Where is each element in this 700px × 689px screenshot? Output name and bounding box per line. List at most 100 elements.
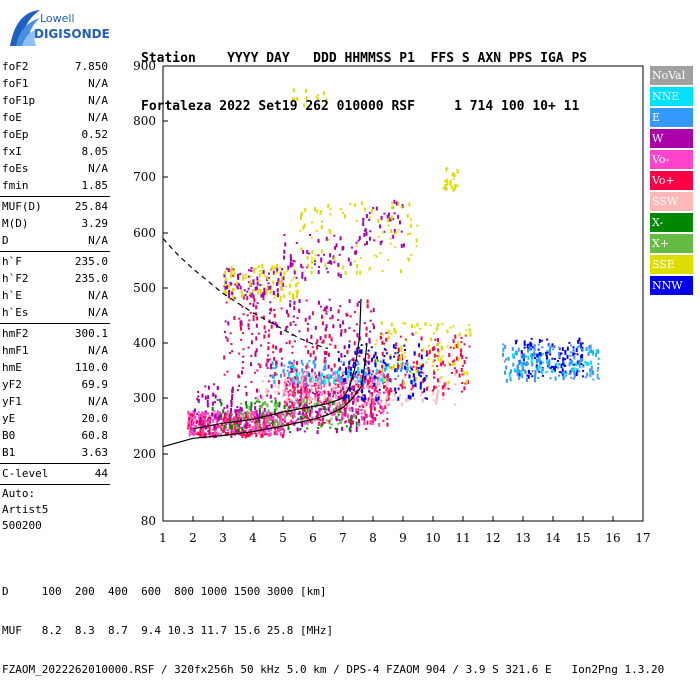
echo-point <box>308 315 311 320</box>
echo-point <box>353 260 356 263</box>
echo-point <box>271 374 274 379</box>
echo-point <box>545 355 548 360</box>
echo-point <box>399 384 402 387</box>
echo-point <box>250 340 253 345</box>
param-name: hmF1 <box>2 344 29 357</box>
echo-point <box>320 377 323 382</box>
param-name: fmin <box>2 179 29 192</box>
echo-point <box>262 269 265 274</box>
echo-point <box>314 356 317 361</box>
echo-point <box>223 290 226 293</box>
echo-point <box>285 422 288 425</box>
x-tick-label: 7 <box>339 531 347 545</box>
echo-point <box>286 411 289 414</box>
echo-point <box>591 369 594 374</box>
echo-point <box>382 408 385 413</box>
echo-point <box>235 424 238 429</box>
echo-point <box>275 345 278 350</box>
echo-point <box>436 354 439 357</box>
echo-point <box>432 332 435 335</box>
echo-point <box>225 336 228 339</box>
echo-point <box>333 256 336 261</box>
param-name: C-level <box>2 467 49 480</box>
param-value: 235.0 <box>74 272 108 285</box>
echo-point <box>303 389 306 394</box>
echo-point <box>282 368 285 373</box>
echo-point <box>241 433 244 438</box>
echo-point <box>388 217 391 222</box>
echo-point <box>359 270 362 275</box>
echo-point <box>293 415 296 418</box>
echo-point <box>305 299 308 302</box>
echo-point <box>268 413 271 416</box>
echo-point <box>368 266 371 271</box>
echo-point <box>285 342 288 345</box>
echo-point <box>465 356 468 359</box>
echo-point <box>280 415 283 420</box>
echo-point <box>289 321 292 326</box>
echo-point <box>368 216 371 219</box>
echo-point <box>266 403 269 408</box>
echo-point <box>201 424 204 427</box>
echo-point <box>231 291 234 296</box>
echo-point <box>242 429 245 432</box>
echo-point <box>548 365 551 368</box>
param-row: foF2 7.850 <box>0 58 110 75</box>
echo-point <box>584 376 587 379</box>
echo-point <box>326 419 329 422</box>
echo-point <box>399 362 402 367</box>
echo-point <box>361 404 364 407</box>
echo-point <box>229 332 232 335</box>
echo-point <box>273 273 276 276</box>
echo-point <box>305 404 308 407</box>
echo-point <box>386 422 389 427</box>
echo-point <box>241 426 244 431</box>
echo-point <box>196 412 199 415</box>
echo-point <box>237 421 240 424</box>
echo-point <box>301 408 304 411</box>
echo-point <box>317 254 320 257</box>
echo-point <box>227 431 230 436</box>
echo-point <box>274 294 277 297</box>
param-value: 3.63 <box>81 446 109 459</box>
echo-point <box>247 287 250 290</box>
echo-point <box>250 401 253 404</box>
echo-point <box>280 307 283 310</box>
echo-point <box>575 372 578 377</box>
echo-point <box>333 408 336 413</box>
echo-point <box>217 412 220 417</box>
echo-point <box>350 396 353 399</box>
echo-point <box>444 184 447 189</box>
echo-point <box>278 413 281 418</box>
echo-point <box>318 393 321 396</box>
echo-point <box>582 369 585 372</box>
echo-point <box>409 370 412 373</box>
echo-point <box>213 410 216 413</box>
echo-point <box>220 427 223 432</box>
echo-point <box>267 409 270 414</box>
echo-point <box>341 374 344 377</box>
echo-point <box>226 267 229 270</box>
echo-point <box>407 367 410 370</box>
echo-point <box>279 298 282 303</box>
echo-point <box>362 394 365 397</box>
echo-point <box>265 387 268 392</box>
echo-point <box>256 316 259 321</box>
echo-point <box>572 347 575 352</box>
echo-point <box>315 394 318 397</box>
echo-point <box>320 249 323 254</box>
echo-point <box>261 398 264 401</box>
echo-point <box>378 403 381 406</box>
echo-point <box>387 372 390 375</box>
echo-point <box>268 424 271 427</box>
echo-point <box>400 348 403 353</box>
echo-point <box>379 404 382 409</box>
echo-point <box>233 297 236 300</box>
echo-point <box>345 382 348 385</box>
echo-point <box>296 427 299 432</box>
echo-point <box>345 394 348 399</box>
echo-point <box>360 201 363 206</box>
echo-point <box>204 385 207 388</box>
echo-point <box>405 339 408 342</box>
echo-point <box>272 344 275 349</box>
